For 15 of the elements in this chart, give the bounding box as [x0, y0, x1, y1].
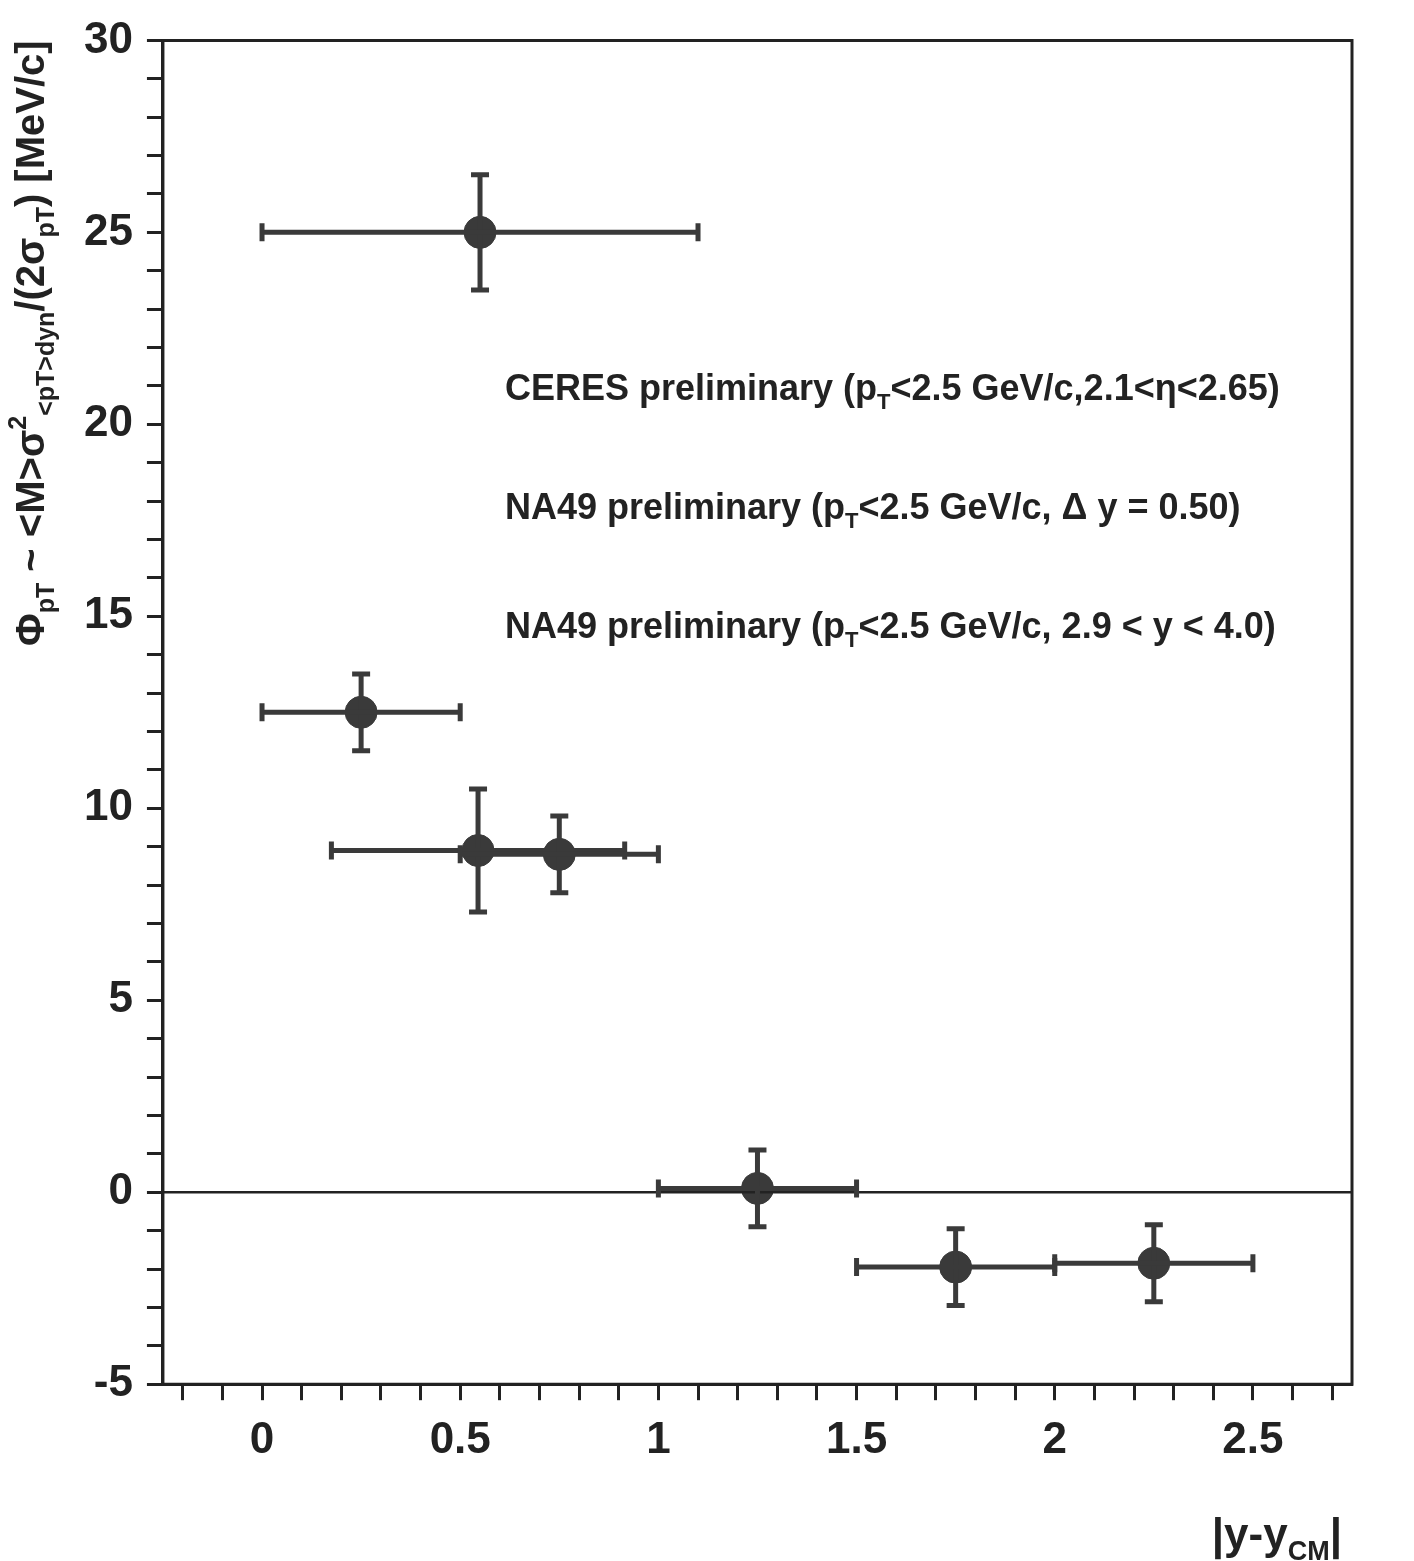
y-tick-label: 15 [83, 588, 133, 638]
y-tick-label: -5 [93, 1356, 133, 1406]
y-axis-title: ΦpT ~ <M>σ2<pT>dyn/(2σpT) [MeV/c] [3, 40, 59, 647]
x-tick-label: 0.5 [429, 1412, 491, 1462]
x-tick-label: 2 [1042, 1412, 1067, 1462]
x-tick-label: 1 [646, 1412, 671, 1462]
y-tick-label: 20 [83, 396, 133, 446]
x-tick-label: 1.5 [825, 1412, 888, 1462]
y-tick-label: 30 [83, 12, 133, 62]
y-tick-label: 0 [108, 1164, 133, 1214]
y-tick-label: 10 [83, 780, 133, 830]
x-tick-label: 2.5 [1222, 1412, 1284, 1462]
y-tick-label: 5 [108, 972, 133, 1022]
x-tick-label: 0 [249, 1412, 275, 1462]
y-tick-label: 25 [83, 204, 133, 254]
